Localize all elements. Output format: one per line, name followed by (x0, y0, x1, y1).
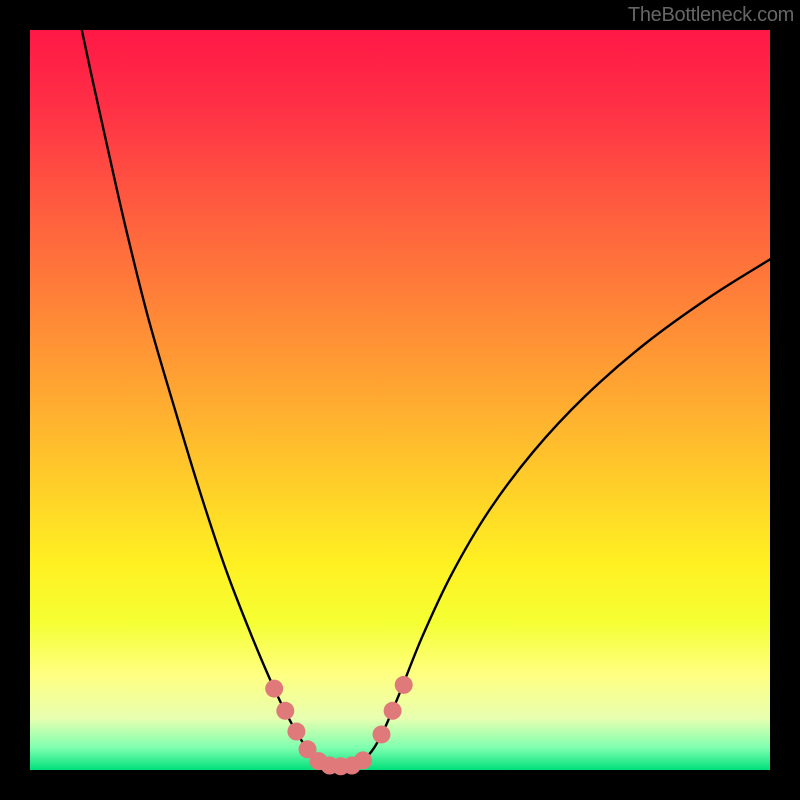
marker-point (384, 702, 402, 720)
chart-svg (0, 0, 800, 800)
marker-point (354, 751, 372, 769)
marker-point (395, 676, 413, 694)
plot-background (30, 30, 770, 770)
watermark-text: TheBottleneck.com (628, 4, 794, 27)
marker-point (276, 702, 294, 720)
marker-point (287, 723, 305, 741)
marker-point (373, 725, 391, 743)
marker-point (265, 680, 283, 698)
bottleneck-chart: TheBottleneck.com (0, 0, 800, 800)
